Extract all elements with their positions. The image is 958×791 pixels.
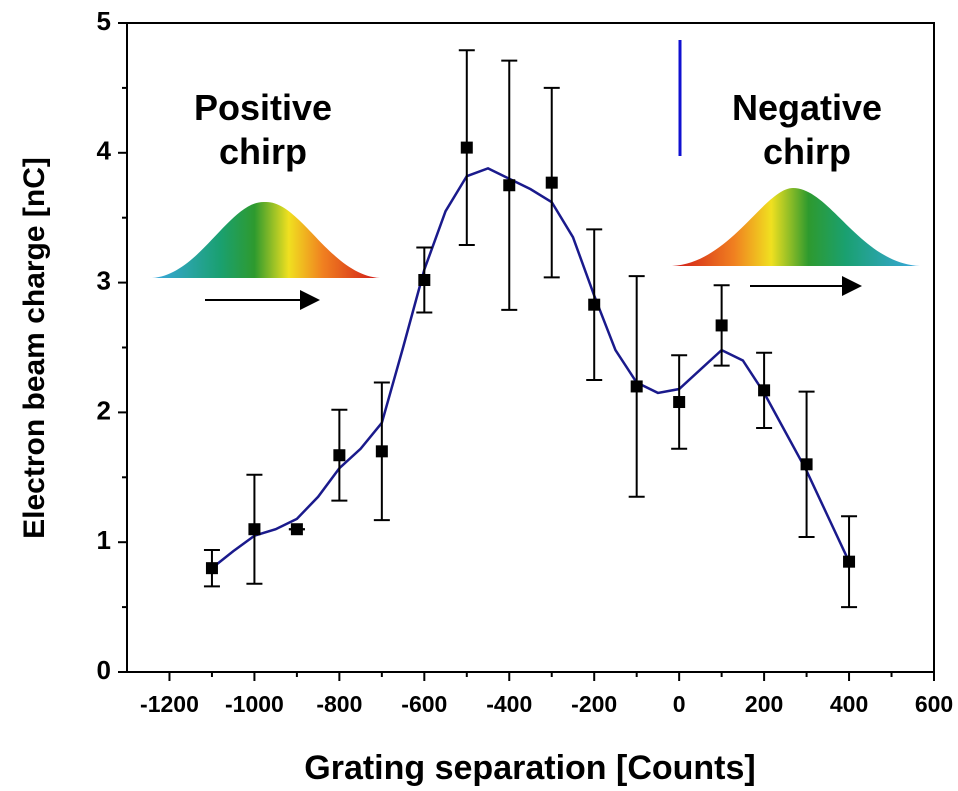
x-tick-label: -1000 — [225, 691, 284, 717]
x-tick-label: 600 — [915, 691, 953, 717]
x-tick-label: -1200 — [140, 691, 199, 717]
fit-line — [211, 167, 851, 570]
data-point — [843, 555, 856, 568]
data-point — [418, 274, 431, 287]
y-tick-label: 2 — [97, 395, 111, 425]
data-point — [503, 179, 516, 192]
x-tick-label: -200 — [571, 691, 617, 717]
y-tick-label: 0 — [97, 655, 111, 685]
data-point — [715, 319, 728, 332]
x-tick-label: 200 — [745, 691, 783, 717]
y-tick-label: 5 — [97, 6, 111, 36]
y-tick-label: 1 — [97, 525, 111, 555]
pulse-shape — [672, 188, 920, 266]
y-axis-label: Electron beam charge [nC] — [18, 157, 51, 539]
data-point — [588, 298, 601, 311]
x-tick-label: -800 — [316, 691, 362, 717]
data-point — [673, 396, 686, 409]
data-point — [290, 523, 303, 536]
y-tick-label: 4 — [97, 136, 112, 166]
data-point — [460, 141, 473, 154]
x-axis-label: Grating separation [Counts] — [304, 749, 755, 787]
data-point — [248, 523, 261, 536]
x-tick-label: 0 — [673, 691, 686, 717]
x-tick-label: -600 — [401, 691, 447, 717]
data-point — [800, 458, 813, 471]
x-tick-label: 400 — [830, 691, 868, 717]
data-point — [758, 384, 771, 397]
y-tick-label: 3 — [97, 265, 111, 295]
pulse-shape — [152, 201, 380, 278]
annotation: Negative chirp — [731, 87, 883, 172]
data-point — [333, 449, 346, 462]
data-point — [630, 380, 643, 393]
data-point — [375, 445, 388, 458]
data-point — [205, 562, 218, 575]
data-point — [545, 176, 558, 189]
x-tick-label: -400 — [486, 691, 532, 717]
annotation: Positive chirp — [193, 87, 333, 172]
